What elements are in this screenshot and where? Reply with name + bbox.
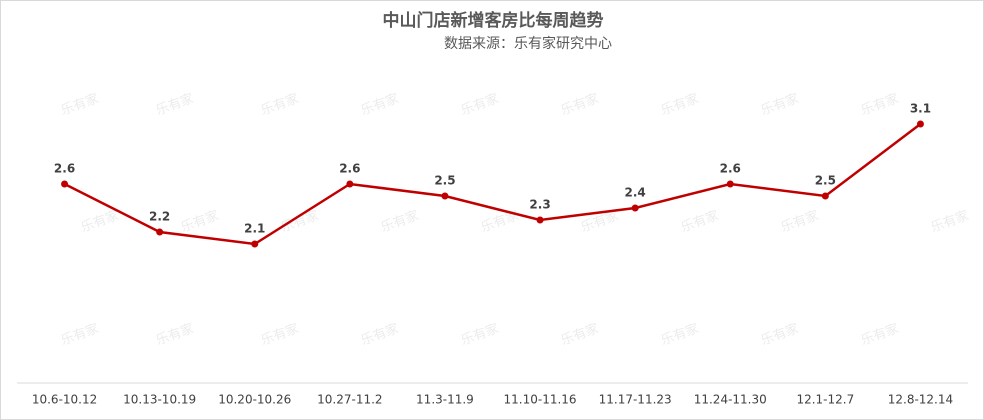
x-tick-label: 12.8-12.14 [888, 393, 953, 407]
data-label: 2.2 [149, 210, 170, 224]
data-label: 3.1 [910, 102, 931, 116]
point [156, 228, 164, 236]
data-label: 2.1 [244, 222, 265, 236]
x-tick-label: 10.27-11.2 [317, 393, 382, 407]
point [61, 180, 69, 188]
chart-subtitle: 数据来源：乐有家研究中心 [444, 35, 612, 52]
x-tick-label: 11.17-11.23 [599, 393, 672, 407]
data-label: 2.3 [529, 198, 550, 212]
data-label: 2.4 [625, 186, 646, 200]
point [916, 120, 924, 128]
point [346, 180, 354, 188]
point [631, 204, 639, 212]
x-tick-label: 11.24-11.30 [694, 393, 767, 407]
data-label: 2.5 [815, 174, 836, 188]
point [536, 216, 544, 224]
x-tick-label: 11.3-11.9 [416, 393, 474, 407]
data-label: 2.5 [434, 174, 455, 188]
x-tick-label: 10.6-10.12 [32, 393, 97, 407]
x-tick-label: 11.10-11.16 [504, 393, 577, 407]
chart-title: 中山门店新增客房比每周趋势 [383, 10, 604, 31]
point [821, 192, 829, 200]
line [63, 123, 922, 246]
x-tick-label: 10.13-10.19 [123, 393, 196, 407]
data-label: 2.6 [339, 162, 360, 176]
point [726, 180, 734, 188]
data-label: 2.6 [54, 162, 75, 176]
point [251, 240, 259, 248]
x-tick-label: 12.1-12.7 [796, 393, 854, 407]
point [441, 192, 449, 200]
x-tick-label: 10.20-10.26 [218, 393, 291, 407]
data-label: 2.6 [720, 162, 741, 176]
